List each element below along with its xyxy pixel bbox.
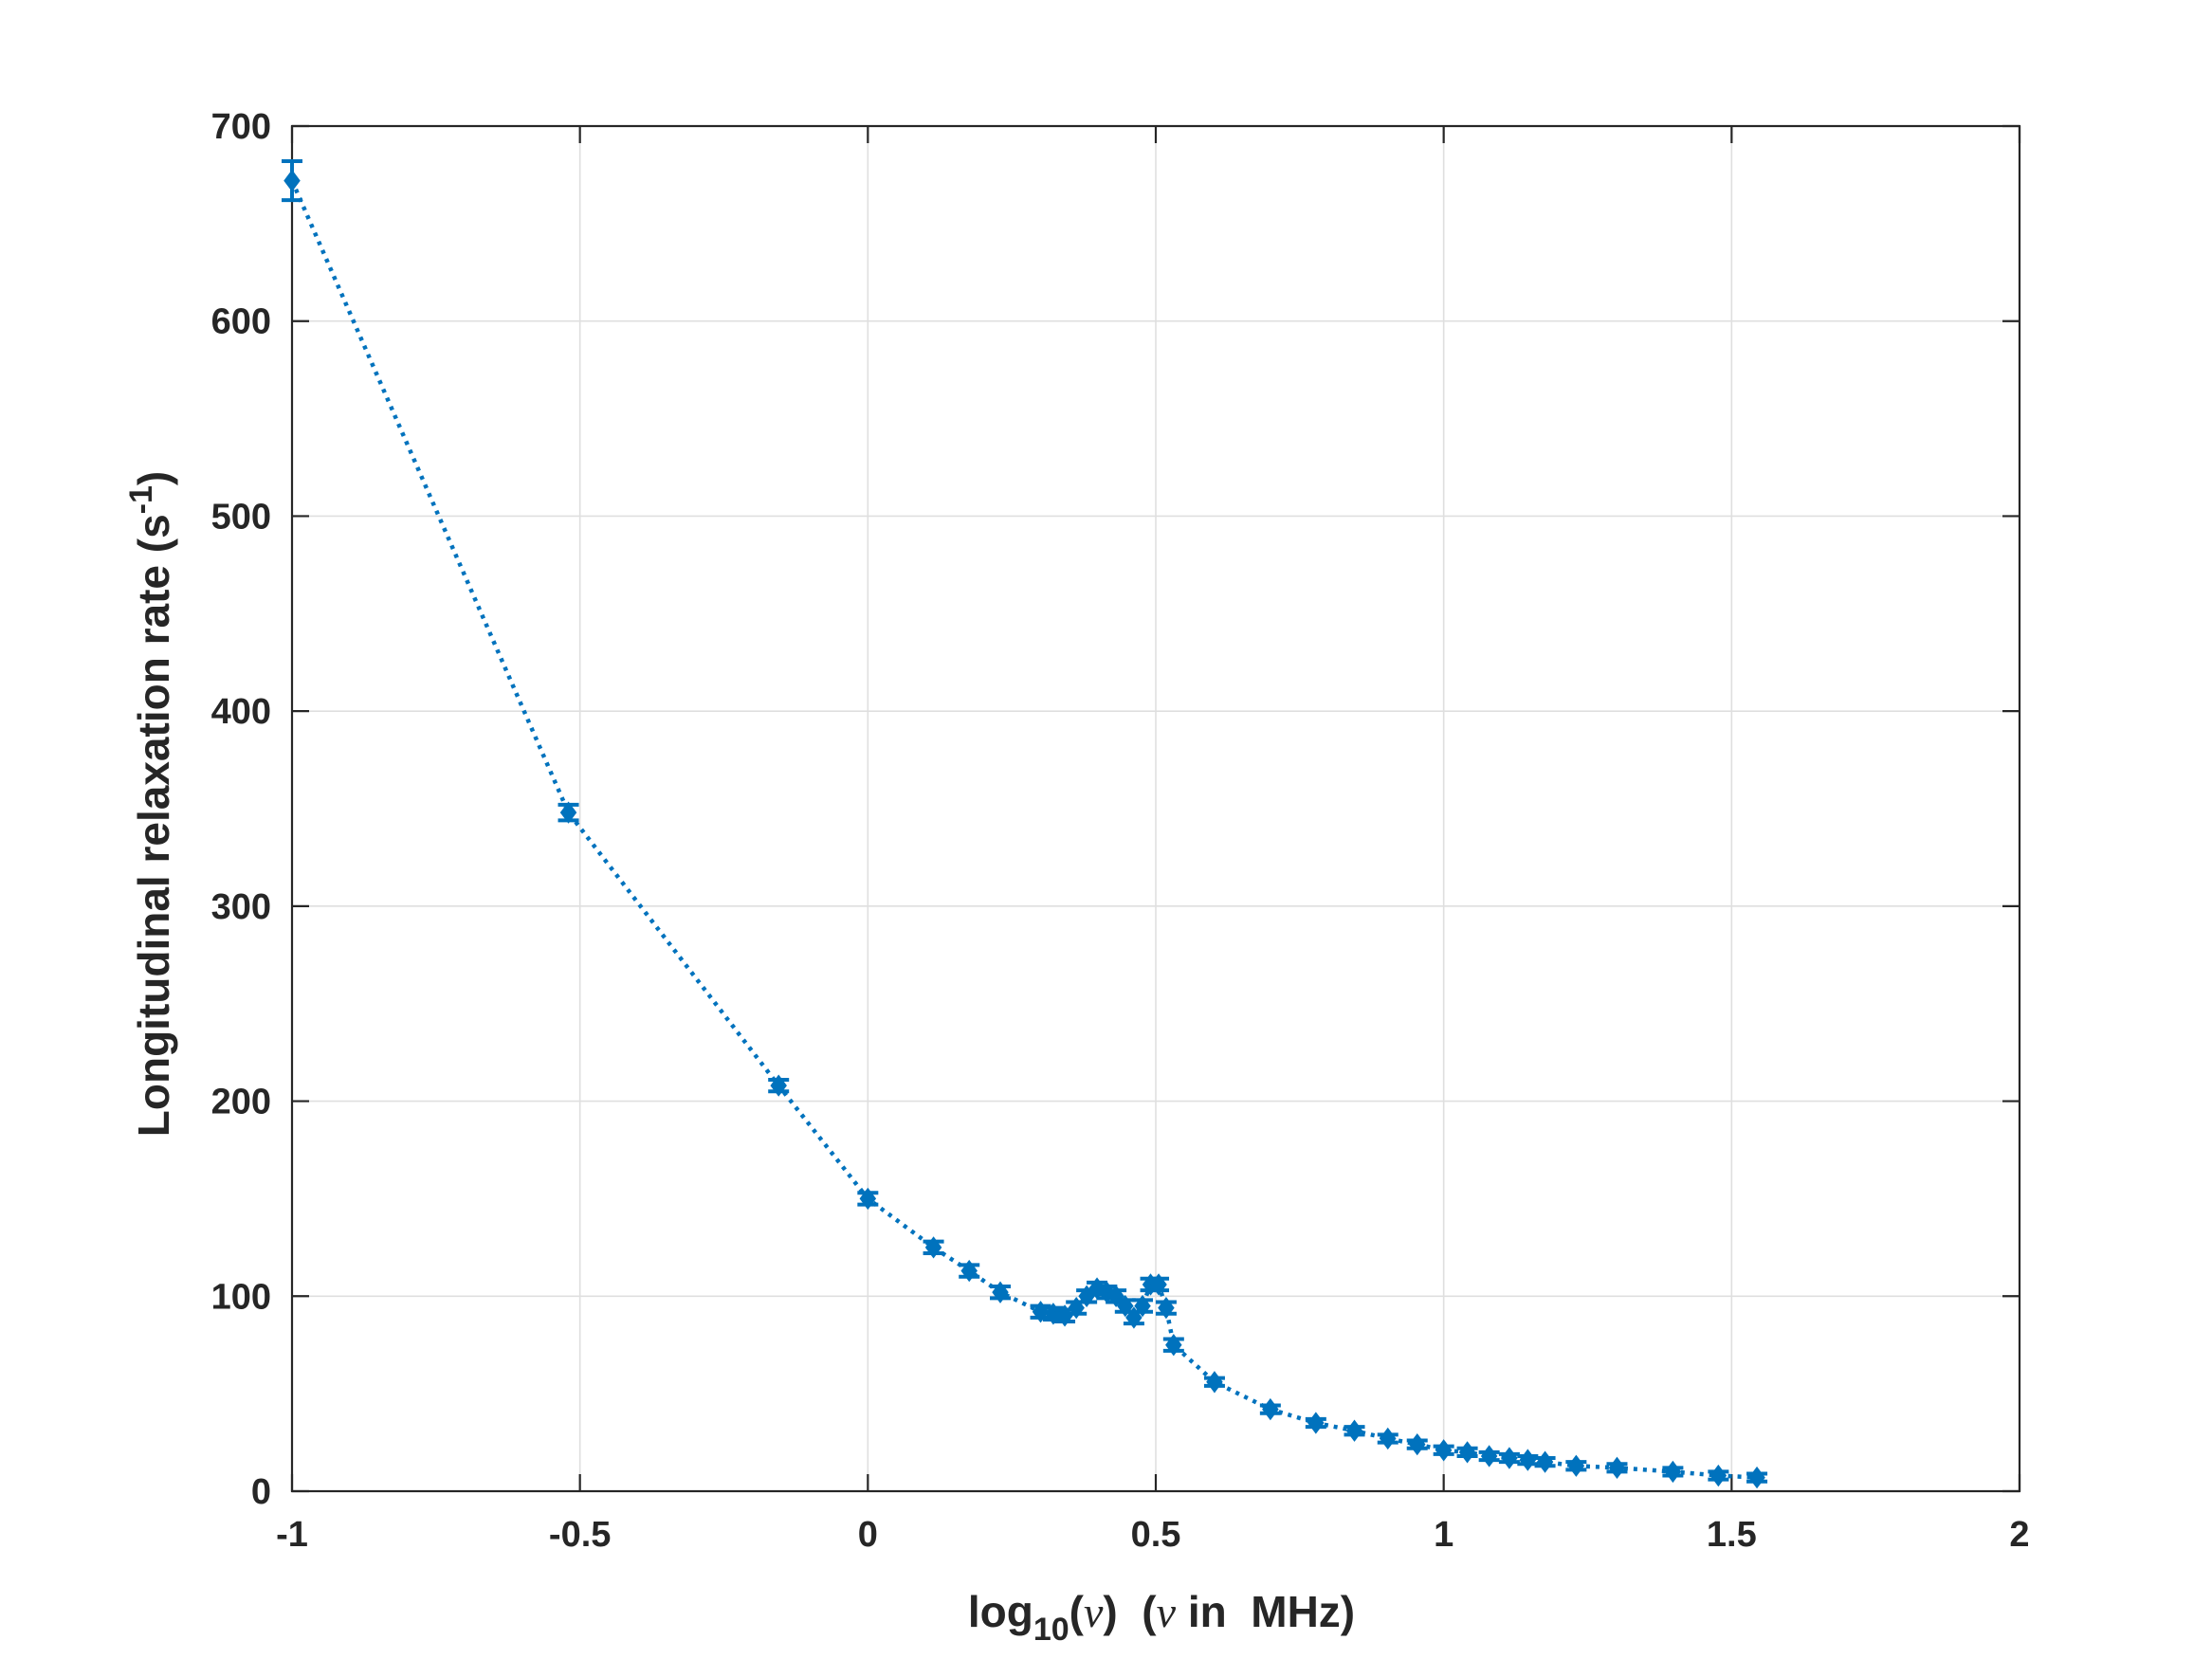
- data-series: [282, 159, 1768, 1489]
- y-tick-label: 100: [211, 1277, 271, 1317]
- data-point-marker: [992, 1281, 1009, 1304]
- data-point-marker: [283, 169, 301, 192]
- data-point-marker: [1664, 1460, 1682, 1484]
- data-point-marker: [1435, 1439, 1453, 1462]
- x-tick-label: 1: [1434, 1515, 1453, 1555]
- data-point-marker: [1125, 1306, 1143, 1329]
- y-axis-label-main: Longitudinal relaxation rate (s: [129, 514, 178, 1137]
- x-axis-label-subscript: 10: [1033, 1612, 1069, 1648]
- data-point-marker: [1709, 1464, 1728, 1487]
- y-tick-label: 600: [211, 302, 271, 342]
- tick-marks: [290, 124, 2021, 1493]
- data-point-marker: [924, 1236, 942, 1259]
- data-point-marker: [1519, 1449, 1537, 1471]
- y-tick-labels: 0 100 200 300 400 500 600 700: [211, 107, 271, 1512]
- x-axis-label-log: log: [968, 1587, 1033, 1636]
- y-axis-label-close: ): [129, 471, 178, 485]
- y-tick-label: 700: [211, 107, 271, 147]
- series-connecting-line: [289, 179, 1758, 1480]
- x-axis-label-unit: in MHz): [1176, 1587, 1355, 1636]
- data-point-marker: [559, 801, 577, 824]
- data-point-marker: [1458, 1441, 1476, 1464]
- x-tick-label: 0: [858, 1515, 878, 1555]
- y-axis-label: Longitudinal relaxation rate (s-1): [123, 471, 178, 1137]
- data-point-marker: [1206, 1371, 1223, 1394]
- y-tick-label: 0: [251, 1472, 271, 1512]
- data-point-marker: [1068, 1296, 1085, 1320]
- x-axis-label-nu-symbol: ν: [1084, 1588, 1104, 1636]
- data-point-marker: [960, 1259, 978, 1283]
- x-axis-label-middle: ) (: [1103, 1587, 1157, 1636]
- x-tick-label: 0.5: [1131, 1515, 1181, 1555]
- y-tick-label: 200: [211, 1083, 271, 1122]
- data-point-marker: [1536, 1450, 1554, 1473]
- x-axis-label-open: (: [1069, 1587, 1085, 1636]
- x-tick-label: 1.5: [1707, 1515, 1757, 1555]
- y-tick-label: 400: [211, 692, 271, 732]
- x-tick-label: -1: [276, 1515, 308, 1555]
- data-point-marker: [1608, 1456, 1626, 1479]
- data-point-marker: [1480, 1445, 1498, 1468]
- data-point-marker: [1165, 1334, 1182, 1357]
- data-point-marker: [770, 1074, 787, 1097]
- data-point-marker: [1262, 1397, 1279, 1421]
- y-tick-label: 500: [211, 497, 271, 537]
- data-point-marker: [1134, 1294, 1151, 1318]
- y-tick-label: 300: [211, 887, 271, 927]
- grid-lines: [292, 126, 2020, 1491]
- data-point-marker: [1158, 1296, 1175, 1320]
- data-point-marker: [1307, 1412, 1325, 1434]
- data-point-marker: [1567, 1454, 1585, 1477]
- x-tick-label: -0.5: [549, 1515, 611, 1555]
- y-axis-label-superscript: -1: [123, 485, 159, 514]
- data-point-marker: [1408, 1432, 1426, 1456]
- x-axis-label: log10(ν) (ν in MHz): [968, 1587, 1355, 1648]
- data-point-marker: [1150, 1273, 1167, 1296]
- data-point-marker: [1380, 1427, 1397, 1450]
- data-point-marker: [1345, 1419, 1363, 1442]
- x-axis-label-nu-symbol-2: ν: [1157, 1588, 1177, 1636]
- data-point-marker: [1501, 1447, 1518, 1469]
- data-point-marker: [1748, 1466, 1765, 1489]
- data-point-marker: [859, 1187, 877, 1211]
- x-tick-labels: -1 -0.5 0 0.5 1 1.5 2: [276, 1515, 2029, 1555]
- x-tick-label: 2: [2009, 1515, 2029, 1555]
